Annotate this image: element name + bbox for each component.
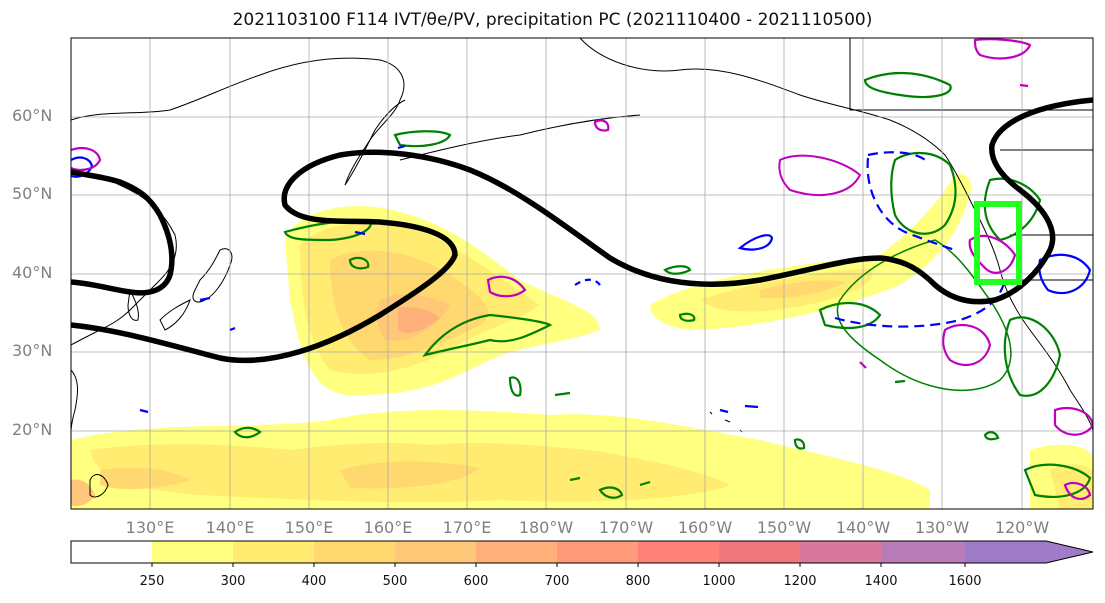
theta-green-contours (233, 72, 1092, 499)
colorbar (70, 540, 1094, 567)
lat-label: 60°N (12, 106, 53, 125)
lon-label: 160°E (363, 518, 413, 537)
colorbar-tick-label: 700 (544, 574, 570, 589)
lon-label: 170°W (598, 518, 654, 537)
map-title: 2021103100 F114 IVT/θe/PV, precipitation… (232, 10, 873, 30)
colorbar-outline (70, 540, 1094, 564)
colorbar-bin-6 (557, 541, 638, 563)
colorbar-bin-3 (314, 541, 395, 563)
colorbar-bin-5 (476, 541, 557, 563)
lon-label: 150°W (756, 518, 812, 537)
lon-label: 140°E (205, 518, 255, 537)
colorbar-tick-label: 250 (139, 574, 165, 589)
colorbar-bin-2 (233, 541, 314, 563)
lon-label: 150°E (284, 518, 334, 537)
lat-label: 20°N (12, 420, 53, 439)
lon-label: 130°E (125, 518, 175, 537)
colorbar-tick-label: 600 (463, 574, 489, 589)
lon-label: 160°W (677, 518, 733, 537)
lat-label: 40°N (12, 263, 53, 282)
colorbar-bin-0 (71, 541, 152, 563)
colorbar-tick-label: 500 (382, 574, 408, 589)
colorbar-bin-4 (395, 541, 476, 563)
lon-label: 180°W (518, 518, 574, 537)
grid-lines (71, 38, 1093, 509)
colorbar-bin-10 (881, 541, 965, 563)
colorbar-bin-8 (719, 541, 800, 563)
colorbar-bin-11 (965, 541, 1093, 563)
lon-label: 120°W (994, 518, 1050, 537)
lat-label: 50°N (12, 184, 53, 203)
colorbar-bin-7 (638, 541, 719, 563)
hatched-regions (778, 154, 1012, 392)
highlight-box (974, 201, 1022, 285)
colorbar-tick-label: 1200 (783, 574, 817, 589)
lon-label: 140°W (835, 518, 891, 537)
lon-label: 130°W (914, 518, 970, 537)
colorbar-tick-label: 300 (220, 574, 246, 589)
colorbar-tick-label: 400 (301, 574, 327, 589)
colorbar-tick-label: 800 (625, 574, 651, 589)
lat-label: 30°N (12, 341, 53, 360)
ivt-shading (71, 173, 1093, 509)
colorbar-bin-9 (800, 541, 881, 563)
colorbar-bin-1 (152, 541, 233, 563)
theta-blue-contours (71, 144, 1092, 414)
trough-line (71, 97, 1093, 364)
map-frame (70, 37, 1094, 510)
map-area (71, 38, 1093, 509)
lon-label: 170°E (442, 518, 492, 537)
colorbar-tick-label: 1600 (948, 574, 982, 589)
colorbar-tick-label: 1000 (702, 574, 736, 589)
colorbar-tick-label: 1400 (864, 574, 898, 589)
